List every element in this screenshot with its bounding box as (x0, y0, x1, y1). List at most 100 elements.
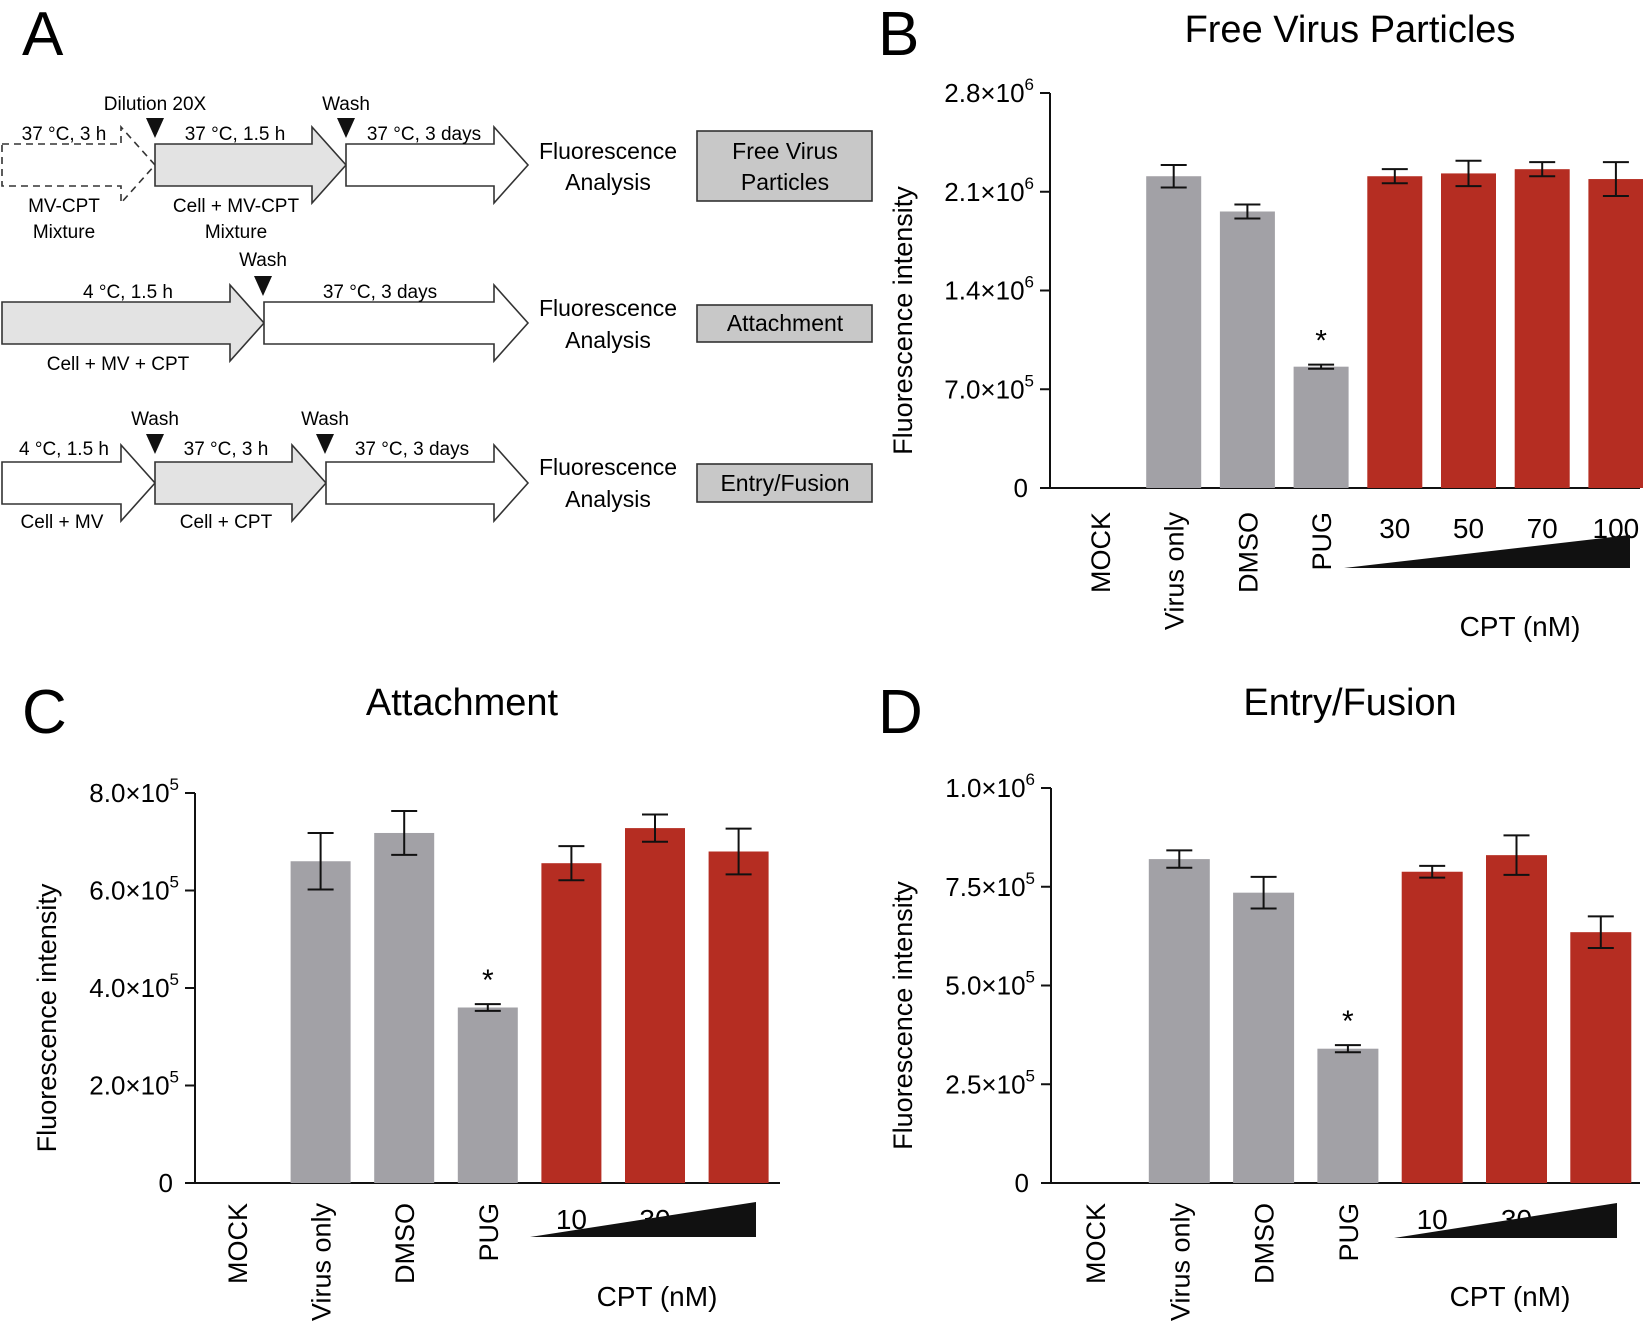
y-axis-label: Fluorescence intensity (888, 186, 918, 455)
bar-30 (1367, 176, 1423, 488)
x-category-label: PUG (1334, 1203, 1364, 1262)
x-category-label: MOCK (1081, 1203, 1111, 1284)
marker-triangle-icon (146, 118, 164, 138)
marker-triangle-icon (337, 118, 355, 138)
step-label: 37 °C, 3 h (22, 124, 107, 145)
y-tick-label: 7.0×105 (944, 371, 1034, 404)
x-category-label: DMSO (1250, 1203, 1280, 1284)
y-tick-label: 1.4×106 (944, 273, 1034, 306)
y-tick-exponent: 5 (170, 1068, 179, 1087)
y-tick-base: 4.0×10 (89, 973, 169, 1003)
step-sublabel: Mixture (205, 222, 267, 243)
y-tick-label: 8.0×105 (89, 775, 179, 808)
y-tick-exponent: 5 (1026, 869, 1035, 888)
assay-box (696, 463, 873, 503)
step-label: 37 °C, 3 days (355, 439, 469, 460)
step-sublabel: Cell + MV (21, 512, 104, 533)
y-tick-label: 6.0×105 (89, 873, 179, 906)
y-tick-base: 1.4×10 (944, 276, 1024, 306)
y-tick-exponent: 6 (1025, 273, 1034, 292)
panel-d-letter: D (878, 678, 923, 747)
y-tick-base: 2.0×10 (89, 1071, 169, 1101)
y-tick-label: 2.0×105 (89, 1068, 179, 1101)
y-tick-base: 5.0×10 (945, 971, 1025, 1001)
bar-30 (625, 828, 685, 1183)
chart-title: Free Virus Particles (1185, 9, 1516, 51)
assay-box (696, 130, 873, 202)
step-label: 4 °C, 1.5 h (19, 439, 109, 460)
step-sublabel: Cell + CPT (180, 512, 273, 533)
y-tick-base: 2.8×10 (944, 78, 1024, 108)
assay-box-label: Entry/Fusion (720, 470, 849, 496)
assay-box-label: Attachment (727, 310, 844, 336)
y-axis-label: Fluorescence intensity (888, 881, 918, 1150)
significance-asterisk: * (1342, 1005, 1354, 1038)
y-tick-exponent: 5 (1025, 371, 1034, 390)
marker-label: Wash (131, 409, 179, 430)
y-tick-base: 0 (1014, 473, 1028, 503)
step-arrow-3-days (263, 282, 530, 364)
y-axis-label: Fluorescence intensity (32, 883, 62, 1152)
step-arrow-4c (1, 442, 157, 524)
x-category-label: MOCK (1086, 512, 1116, 593)
y-tick-label: 2.1×106 (944, 174, 1034, 207)
bar-virus-only (290, 861, 351, 1183)
y-tick-exponent: 5 (170, 775, 179, 794)
y-tick-base: 8.0×10 (89, 778, 169, 808)
marker-triangle-icon (316, 434, 334, 454)
step-sublabel: Cell + MV-CPT (173, 196, 300, 217)
y-tick-exponent: 5 (170, 970, 179, 989)
step-arrow-37c-3h (154, 442, 328, 524)
marker-label: Wash (239, 250, 287, 271)
analysis-label: Analysis (565, 486, 651, 512)
analysis-label: Analysis (565, 327, 651, 353)
x-category-label: Virus only (1165, 1203, 1195, 1322)
y-tick-base: 6.0×10 (89, 876, 169, 906)
panel-c-letter: C (22, 678, 67, 747)
x-axis-label: CPT (nM) (1460, 611, 1581, 642)
significance-asterisk: * (1315, 325, 1327, 358)
step-arrow-premix (1, 124, 157, 206)
analysis-label: Analysis (565, 169, 651, 195)
marker-label: Wash (301, 409, 349, 430)
marker-label: Dilution 20X (104, 94, 207, 115)
chart-b-free-virus-particles: Free Virus Particles Fluorescence intensi… (888, 9, 1643, 642)
x-category-label: 50 (1453, 513, 1484, 544)
bar-virus-only (1146, 176, 1202, 488)
bar-10 (1401, 871, 1463, 1183)
y-tick-label: 2.5×105 (945, 1066, 1035, 1099)
x-category-label: DMSO (1233, 512, 1263, 593)
concentration-ramp-icon (530, 1202, 756, 1237)
bar-virus-only (1148, 859, 1210, 1183)
bar-pug (1293, 366, 1349, 488)
schematic-row-free-virus: 37 °C, 3 h 37 °C, 1.5 h 37 °C, 3 days MV… (1, 94, 873, 243)
bar-50 (1441, 173, 1496, 489)
analysis-label: Fluorescence (539, 295, 677, 321)
analysis-label: Fluorescence (539, 454, 677, 480)
bar-100 (1588, 179, 1643, 488)
step-sublabel: Mixture (33, 222, 95, 243)
y-tick-base: 2.5×10 (945, 1069, 1025, 1099)
y-tick-exponent: 5 (1026, 968, 1035, 987)
marker-triangle-icon (146, 434, 164, 454)
x-category-label: PUG (1307, 512, 1337, 571)
step-arrow-4c (1, 282, 266, 364)
assay-box (696, 304, 873, 343)
y-tick-exponent: 6 (1025, 174, 1034, 193)
panel-b-letter: B (878, 0, 919, 69)
y-tick-base: 0 (1015, 1168, 1029, 1198)
x-category-label: Virus only (307, 1203, 337, 1322)
bar-dmso (1219, 211, 1275, 488)
assay-box-label: Particles (741, 169, 829, 195)
x-category-label: Virus only (1160, 512, 1190, 631)
y-tick-base: 7.5×10 (945, 872, 1025, 902)
bar-dmso (1233, 892, 1295, 1183)
chart-title: Attachment (366, 682, 559, 724)
bar-70 (1514, 169, 1570, 488)
y-tick-base: 1.0×10 (945, 773, 1025, 803)
marker-label: Wash (322, 94, 370, 115)
bar-10 (541, 863, 602, 1183)
chart-d-entry-fusion: Entry/Fusion Fluorescence intensity 0 2.5×1… (888, 682, 1640, 1321)
x-category-label: PUG (474, 1203, 504, 1262)
y-tick-exponent: 6 (1026, 770, 1035, 789)
